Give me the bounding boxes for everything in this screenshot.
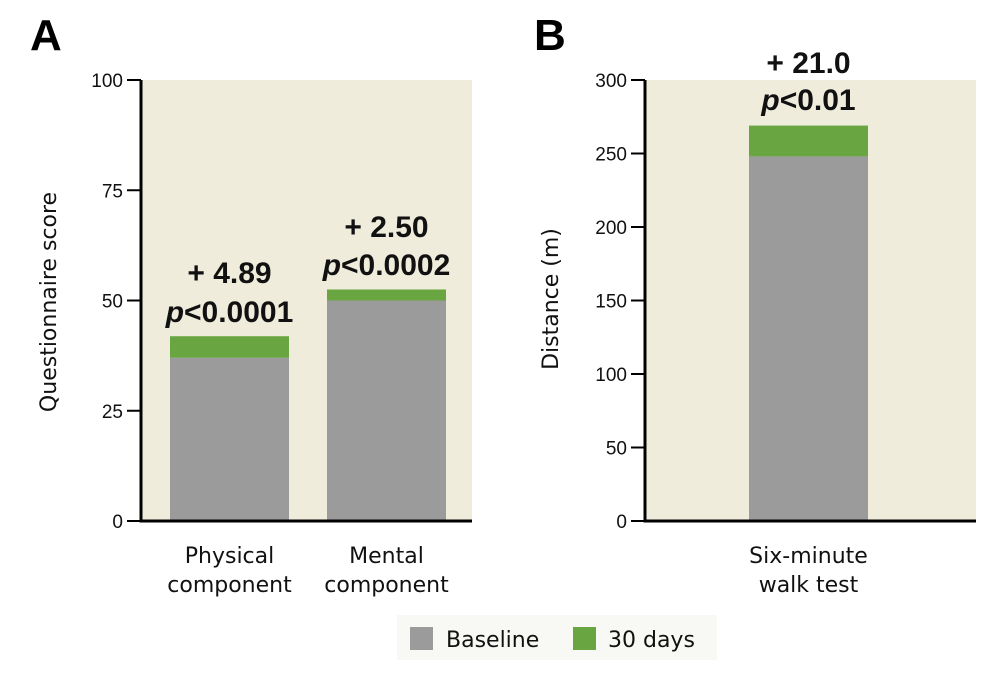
change-annotation: + 21.0 [766, 47, 850, 80]
y-tick-label: 50 [102, 292, 123, 313]
legend-label-30-days: 30 days [608, 628, 695, 653]
category-label: component [167, 573, 292, 598]
category-label: Mental [349, 544, 424, 569]
y-tick-label: 100 [595, 365, 627, 386]
p-value-annotation: p<0.01 [760, 84, 855, 117]
y-axis-title: Distance (m) [539, 228, 564, 370]
legend-swatch-30-days [573, 627, 596, 650]
panel-b: B Six-minute walk test + 21.0 p<0.01 0 50 100 15… [534, 11, 976, 598]
legend-label-baseline: Baseline [446, 628, 539, 653]
y-tick-label: 50 [606, 439, 627, 460]
category-label: Physical [185, 544, 275, 569]
panel-letter: B [534, 11, 566, 60]
y-tick-label: 250 [595, 145, 627, 166]
bar-baseline [749, 156, 868, 521]
y-tick-label: 0 [112, 512, 123, 533]
panel-letter: A [30, 11, 62, 60]
y-tick-label: 150 [595, 292, 627, 313]
legend-swatch-baseline [410, 627, 433, 650]
category-label: component [324, 573, 449, 598]
panel-a: A Physical component Mental component + 4.89 p… [30, 11, 472, 598]
bar-30-days [327, 289, 446, 301]
y-tick-label: 100 [91, 71, 123, 92]
bar-30-days [749, 125, 868, 157]
y-tick-label: 75 [102, 181, 123, 202]
change-annotation: + 2.50 [344, 211, 428, 244]
legend: Baseline 30 days [397, 615, 717, 660]
category-label: Six-minute [749, 544, 868, 569]
y-tick-label: 25 [102, 402, 123, 423]
y-tick-label: 200 [595, 218, 627, 239]
legend-background [397, 615, 717, 660]
y-tick-label: 300 [595, 71, 627, 92]
category-label: walk test [759, 573, 859, 598]
y-tick-label: 0 [616, 512, 627, 533]
bar-baseline [327, 300, 446, 521]
p-value-annotation: p<0.0002 [322, 249, 451, 282]
bar-30-days [170, 336, 289, 358]
p-value-annotation: p<0.0001 [165, 296, 294, 329]
bar-baseline [170, 357, 289, 521]
y-axis-title: Questionnaire score [37, 192, 62, 412]
change-annotation: + 4.89 [187, 257, 271, 290]
